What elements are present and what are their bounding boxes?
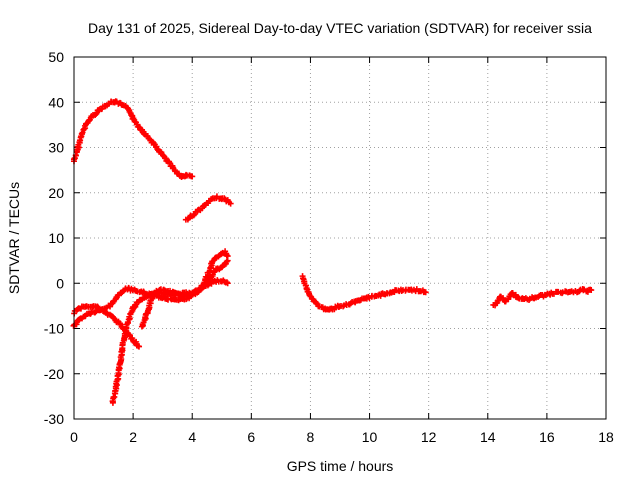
plot-frame xyxy=(73,56,607,420)
data-point xyxy=(223,258,230,265)
y-tick-label: -30 xyxy=(44,411,64,427)
chart-title: Day 131 of 2025, Sidereal Day-to-day VTE… xyxy=(88,20,592,36)
grid xyxy=(74,57,606,419)
y-tick-label: 20 xyxy=(48,185,64,201)
x-tick-label: 14 xyxy=(480,429,496,445)
data-point xyxy=(588,287,595,294)
data-point xyxy=(190,212,197,219)
axis-ticks: 0 2 4 6 8 10 12 14 16 18 -30 -20 -10 0 10 20 30 40 50 xyxy=(44,49,614,445)
x-tick-label: 12 xyxy=(421,429,437,445)
y-tick-label: -10 xyxy=(44,321,64,337)
data-point xyxy=(209,258,216,265)
x-tick-label: 10 xyxy=(362,429,378,445)
x-tick-label: 8 xyxy=(307,429,315,445)
x-tick-label: 0 xyxy=(70,429,78,445)
y-axis-label: SDTVAR / TECUs xyxy=(6,182,22,294)
x-tick-label: 2 xyxy=(129,429,137,445)
x-tick-label: 16 xyxy=(539,429,555,445)
data-points xyxy=(70,98,595,406)
y-tick-label: 10 xyxy=(48,230,64,246)
y-tick-label: 40 xyxy=(48,94,64,110)
y-tick-label: -20 xyxy=(44,366,64,382)
data-point xyxy=(224,280,231,287)
data-point xyxy=(223,252,230,259)
data-point xyxy=(313,300,320,307)
data-point xyxy=(306,292,313,299)
data-point xyxy=(224,253,231,260)
data-point xyxy=(422,289,429,296)
x-tick-label: 4 xyxy=(188,429,196,445)
data-point xyxy=(92,309,99,316)
data-point xyxy=(227,200,234,207)
x-tick-label: 18 xyxy=(598,429,614,445)
x-tick-label: 6 xyxy=(247,429,255,445)
x-axis-label: GPS time / hours xyxy=(287,458,394,474)
data-point xyxy=(189,173,196,180)
y-tick-label: 30 xyxy=(48,140,64,156)
y-tick-label: 0 xyxy=(56,275,64,291)
y-tick-label: 50 xyxy=(48,49,64,65)
data-point xyxy=(136,343,143,350)
